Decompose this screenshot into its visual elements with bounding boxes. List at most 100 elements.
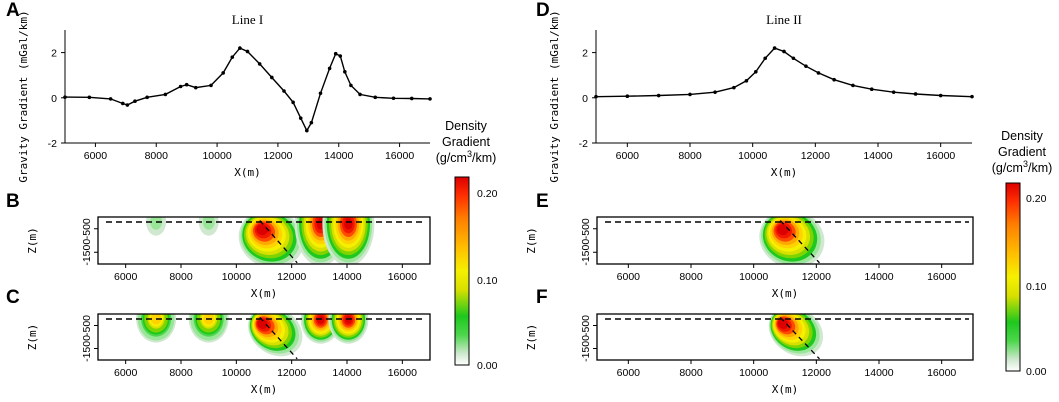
data-point xyxy=(209,83,213,88)
data-point xyxy=(832,77,836,82)
contour-level xyxy=(344,218,353,230)
data-point xyxy=(327,66,332,71)
data-point xyxy=(816,71,821,75)
x-tick-label: 12000 xyxy=(263,150,292,162)
x-tick-label: 16000 xyxy=(385,150,414,162)
x-tick-label: 8000 xyxy=(169,367,193,379)
dip-dashed-line xyxy=(779,220,820,264)
chart-title: Line I xyxy=(232,12,263,27)
gradient-series-line xyxy=(64,47,431,133)
x-axis-label: X(m) xyxy=(771,166,798,179)
data-point xyxy=(305,128,309,133)
data-point xyxy=(145,95,149,100)
data-point xyxy=(713,90,717,94)
density-anomaly-4 xyxy=(300,314,341,344)
colorbar-title-line1: Density xyxy=(1001,129,1043,143)
contour-level xyxy=(257,318,268,329)
colorbar-left: Density Gradient (g/cm3/km) 0.20 0.10 0.… xyxy=(436,119,498,372)
data-point xyxy=(63,95,67,99)
x-tick-label: 6000 xyxy=(616,150,640,162)
data-point xyxy=(732,85,736,90)
data-point xyxy=(221,71,225,75)
data-point xyxy=(257,62,262,66)
colorbar-title-line1: Density xyxy=(445,119,487,133)
data-point xyxy=(343,70,347,74)
x-tick-label: 14000 xyxy=(332,367,361,379)
contour-level xyxy=(256,224,268,236)
data-point xyxy=(349,83,353,88)
y-axis-label: Z(m) xyxy=(26,227,39,254)
y-tick-label: 0 xyxy=(582,93,588,105)
data-point xyxy=(178,84,183,89)
density-section-f: 6000 8000 10000 12000 14000 16000 -500-1500 X(m… xyxy=(525,313,974,396)
data-point xyxy=(594,94,598,99)
x-tick-label: 6000 xyxy=(617,367,641,379)
dip-dashed-line xyxy=(259,220,298,264)
x-tick-label: 10000 xyxy=(202,150,231,162)
y-tick-label: -500 xyxy=(580,218,592,239)
colorbar-tick-000: 0.00 xyxy=(1026,366,1047,378)
x-tick-label: 6000 xyxy=(617,271,641,283)
data-point xyxy=(869,87,874,92)
density-anomaly-3 xyxy=(238,217,304,264)
data-point xyxy=(763,56,767,61)
y-tick-label: -2 xyxy=(48,138,57,150)
colorbar-units: (g/cm3/km) xyxy=(436,149,497,165)
data-point xyxy=(338,54,343,58)
data-point xyxy=(298,116,303,120)
data-point xyxy=(309,120,314,125)
section-frame xyxy=(596,216,974,265)
x-axis-label: X(m) xyxy=(251,287,278,300)
density-anomaly-2 xyxy=(198,217,219,236)
y-axis-label: Z(m) xyxy=(525,227,538,254)
x-tick-label: 8000 xyxy=(169,271,193,283)
data-point xyxy=(782,49,786,54)
x-tick-label: 16000 xyxy=(388,271,417,283)
y-tick-label: -1500 xyxy=(81,239,93,266)
data-point xyxy=(270,75,274,80)
data-point xyxy=(772,46,777,50)
x-tick-label: 6000 xyxy=(114,367,138,379)
data-point xyxy=(851,83,855,88)
data-point xyxy=(373,95,378,100)
x-axis-label: X(m) xyxy=(251,383,278,396)
data-point xyxy=(120,101,125,106)
panel-label-c: C xyxy=(6,287,20,308)
x-tick-label: 8000 xyxy=(145,150,169,162)
data-point xyxy=(125,103,130,107)
x-tick-label: 6000 xyxy=(114,271,138,283)
x-tick-label: 10000 xyxy=(739,367,768,379)
x-tick-label: 8000 xyxy=(678,150,702,162)
y-tick-label: 0 xyxy=(51,93,57,105)
contour-level xyxy=(777,224,789,236)
x-tick-label: 6000 xyxy=(84,150,108,162)
x-axis-label: X(m) xyxy=(772,287,799,300)
panel-label-a: A xyxy=(6,0,20,21)
line-plot-d: 6000 8000 10000 12000 14000 16000 -2 0 2 Line II X… xyxy=(548,10,974,183)
gradient-series-line xyxy=(595,47,973,98)
density-anomaly-1 xyxy=(768,314,824,357)
x-tick-label: 12000 xyxy=(801,150,830,162)
dip-dashed-line xyxy=(259,317,298,360)
data-point xyxy=(333,51,338,56)
data-point xyxy=(108,97,113,101)
density-field xyxy=(136,314,369,357)
data-point xyxy=(291,100,295,105)
section-frame xyxy=(97,216,431,265)
y-tick-label: -500 xyxy=(81,315,93,336)
data-point xyxy=(282,89,286,93)
y-tick-label: -1500 xyxy=(580,335,592,362)
x-tick-label: 14000 xyxy=(864,367,893,379)
data-point xyxy=(358,92,362,97)
data-point xyxy=(656,93,661,98)
x-tick-label: 14000 xyxy=(324,150,353,162)
x-tick-label: 12000 xyxy=(277,271,306,283)
x-tick-label: 10000 xyxy=(738,150,767,162)
x-tick-label: 8000 xyxy=(679,271,703,283)
colorbar-tick-000: 0.00 xyxy=(477,360,498,372)
x-tick-label: 16000 xyxy=(388,367,417,379)
x-tick-label: 8000 xyxy=(679,367,703,379)
section-frame xyxy=(97,313,431,361)
colorbar-tick-010: 0.10 xyxy=(477,275,498,287)
y-tick-label: 2 xyxy=(582,48,588,60)
